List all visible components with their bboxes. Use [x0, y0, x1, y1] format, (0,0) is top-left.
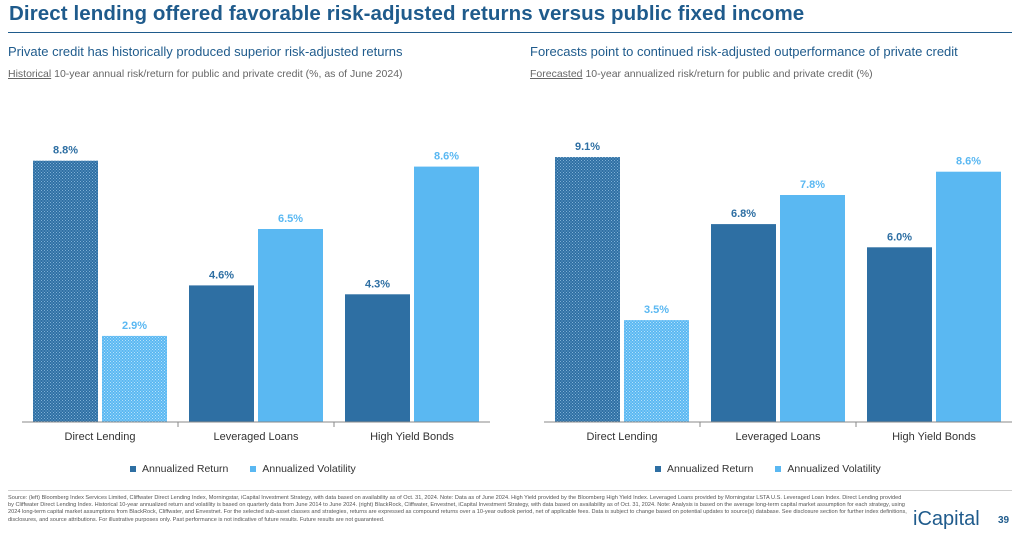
x-tick-label: Direct Lending [587, 431, 658, 443]
left-desc-underlined: Historical [8, 68, 52, 80]
left-legend: Annualized Return Annualized Volatility [130, 463, 356, 475]
legend-label-return: Annualized Return [142, 463, 229, 475]
right-legend: Annualized Return Annualized Volatility [655, 463, 881, 475]
legend-swatch-volatility [250, 466, 257, 472]
data-label-return: 6.0% [887, 231, 912, 243]
bar-return-direct-lending [555, 157, 620, 422]
x-tick-label: Leveraged Loans [735, 431, 821, 443]
data-label-volatility: 7.8% [800, 179, 825, 191]
data-label-volatility: 8.6% [434, 151, 459, 163]
data-label-return: 4.3% [365, 278, 390, 290]
title-divider [8, 32, 1012, 33]
x-tick-label: Direct Lending [65, 431, 136, 443]
data-label-return: 6.8% [731, 208, 756, 220]
x-tick-label: High Yield Bonds [892, 431, 976, 443]
legend-swatch-volatility [775, 466, 782, 472]
source-footnote: Source: (left) Bloomberg Index Services … [8, 495, 907, 523]
legend-item-return: Annualized Return [130, 463, 228, 475]
right-bar-chart: 9.1% 3.5% Direct Lending 6.8% 7.8% Leveraged … [544, 141, 1012, 443]
left-bar-chart: 8.8% 2.9% Direct Lending 4.6% 6.5% Leveraged … [22, 145, 490, 443]
legend-swatch-return [130, 466, 136, 472]
legend-item-return: Annualized Return [655, 463, 753, 475]
bar-volatility-high-yield-bonds [414, 166, 479, 422]
bar-return-high-yield-bonds [345, 294, 410, 422]
bar-volatility-high-yield-bonds [936, 171, 1001, 422]
icapital-logo: iCapital [913, 508, 980, 530]
footer-divider [8, 490, 1012, 491]
legend-label-volatility: Annualized Volatility [262, 463, 356, 475]
page-title: Direct lending offered favorable risk-ad… [9, 2, 805, 25]
data-label-volatility: 8.6% [956, 156, 981, 168]
left-desc-rest: 10-year annual risk/return for public an… [51, 68, 403, 80]
data-label-return: 9.1% [575, 141, 600, 153]
legend-label-return: Annualized Return [667, 463, 754, 475]
legend-label-volatility: Annualized Volatility [787, 463, 881, 475]
data-label-volatility: 6.5% [278, 213, 303, 225]
bar-return-high-yield-bonds [867, 247, 932, 422]
legend-swatch-return [655, 466, 661, 472]
bar-return-direct-lending [33, 160, 98, 422]
data-label-return: 4.6% [209, 269, 234, 281]
data-label-volatility: 3.5% [644, 304, 669, 316]
left-chart-subtitle: Private credit has historically produced… [8, 44, 403, 59]
bar-volatility-direct-lending [102, 335, 167, 422]
bar-volatility-leveraged-loans [258, 229, 323, 422]
legend-item-volatility: Annualized Volatility [250, 463, 356, 475]
left-chart-description: Historical 10-year annual risk/return fo… [8, 68, 403, 80]
page-number: 39 [998, 515, 1010, 526]
data-label-return: 8.8% [53, 145, 78, 157]
right-desc-underlined: Forecasted [530, 68, 583, 80]
data-label-volatility: 2.9% [122, 320, 147, 332]
legend-item-volatility: Annualized Volatility [775, 463, 881, 475]
bar-volatility-leveraged-loans [780, 195, 845, 422]
bar-return-leveraged-loans [189, 285, 254, 422]
x-tick-label: Leveraged Loans [213, 431, 299, 443]
bar-volatility-direct-lending [624, 320, 689, 422]
right-chart-description: Forecasted 10-year annualized risk/retur… [530, 68, 873, 80]
right-chart-subtitle: Forecasts point to continued risk-adjust… [530, 44, 958, 59]
right-desc-rest: 10-year annualized risk/return for publi… [582, 68, 873, 80]
bar-return-leveraged-loans [711, 224, 776, 422]
x-tick-label: High Yield Bonds [370, 431, 454, 443]
